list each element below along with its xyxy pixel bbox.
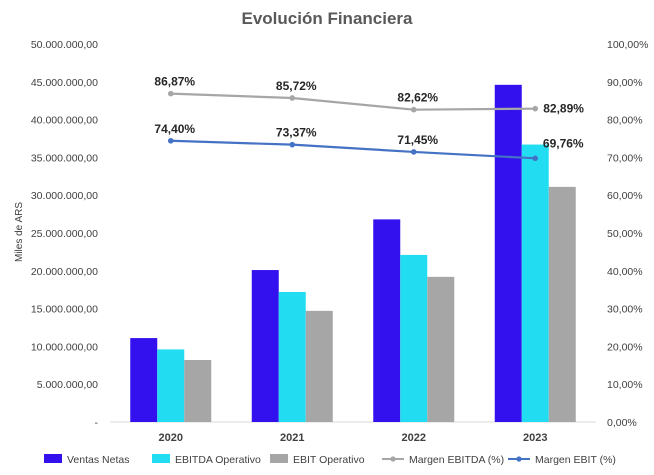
y2-tick-label: 60,00% [607,190,643,202]
y-tick-label: 30.000.000,00 [31,190,98,202]
y-tick-label: 45.000.000,00 [31,77,98,89]
legend-swatch [152,454,170,463]
legend-swatch [270,454,288,463]
x-tick-label: 2021 [280,432,304,444]
y2-tick-label: 100,00% [607,39,648,51]
line-data-label: 71,45% [397,133,438,147]
y-tick-label: 40.000.000,00 [31,115,98,127]
legend-label: EBITDA Operativo [175,454,261,466]
bar-ventas-netas [251,270,279,422]
line-data-label: 73,37% [276,126,317,140]
line-point [289,95,296,101]
bar-ebitda-operativo [157,349,185,422]
y-tick-label: 50.000.000,00 [31,39,98,51]
line-data-label: 74,40% [154,122,195,136]
bar-ebitda-operativo [400,254,428,422]
y2-tick-label: 80,00% [607,115,643,127]
y2-tick-label: 10,00% [607,379,643,391]
x-tick-label: 2022 [402,432,426,444]
y2-tick-label: 90,00% [607,77,643,89]
bar-ventas-netas [494,84,522,422]
bar-ebitda-operativo [521,144,549,422]
line-point [532,105,539,112]
legend-swatch [44,454,62,463]
bar-ebit-operativo [184,360,212,422]
line-data-label: 86,87% [154,75,195,89]
y2-tick-label: 20,00% [607,341,643,353]
y2-tick-label: 0,00% [607,417,637,429]
bar-ventas-netas [373,219,401,422]
chart-title: Evolución Financiera [242,9,414,28]
line-point [167,90,174,97]
bar-ebit-operativo [548,186,576,422]
y-tick-label: 25.000.000,00 [31,228,98,240]
y2-tick-label: 50,00% [607,228,643,240]
x-tick-label: 2023 [523,432,547,444]
bar-ebit-operativo [305,310,333,422]
legend-label: Ventas Netas [67,454,129,466]
line-data-label: 82,62% [397,91,438,105]
line-data-label: 69,76% [543,136,584,150]
bar-ebit-operativo [427,276,455,422]
y-tick-label: 20.000.000,00 [31,266,98,278]
line-margen-ebitda [170,92,536,111]
legend-label: Margen EBIT (%) [535,454,616,466]
line-data-label: 82,89% [543,102,584,116]
y-tick-label: - [95,417,99,429]
y2-tick-label: 40,00% [607,266,643,278]
line-point [532,155,539,162]
bar-ebitda-operativo [278,291,306,422]
legend-marker [390,456,396,462]
y-tick-label: 5.000.000,00 [37,379,98,391]
line-point [410,149,417,155]
line-data-label: 85,72% [276,79,317,93]
bar-ventas-netas [130,338,158,422]
line-point [410,106,417,113]
line-point [167,137,174,144]
legend-marker [516,456,522,462]
legend-label: Margen EBITDA (%) [409,454,504,466]
legend-label: EBIT Operativo [293,454,365,466]
y-tick-label: 35.000.000,00 [31,152,98,164]
y2-tick-label: 70,00% [607,152,643,164]
line-point [289,141,296,148]
y-axis-label: Miles de ARS [14,202,25,262]
y2-tick-label: 30,00% [607,304,643,316]
y-tick-label: 10.000.000,00 [31,341,98,353]
y-tick-label: 15.000.000,00 [31,304,98,316]
line-margen-ebit [170,139,536,160]
x-tick-label: 2020 [159,432,183,444]
